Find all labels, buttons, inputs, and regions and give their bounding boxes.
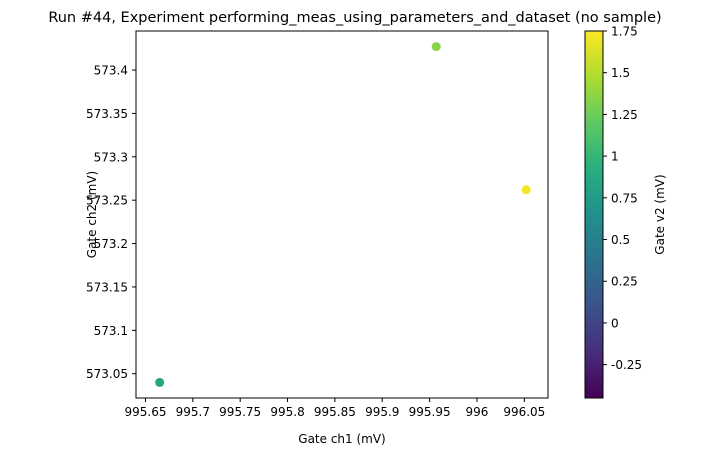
y-tick-label: 573.3 (94, 150, 128, 164)
colorbar-tick-label: 1.5 (611, 66, 630, 80)
colorbar-label: Gate v2 (mV) (653, 174, 667, 254)
colorbar-tick-label: 1.75 (611, 25, 638, 39)
x-tick-label: 995.95 (409, 405, 451, 419)
scatter-point (431, 42, 441, 52)
x-tick-label: 996 (466, 405, 489, 419)
colorbar-tick-label: 0.25 (611, 275, 638, 289)
data-points (155, 42, 531, 387)
x-tick-label: 995.75 (219, 405, 261, 419)
y-tick-label: 573.1 (94, 324, 128, 338)
y-tick-label: 573.4 (94, 64, 128, 78)
plot-area: 995.65 995.7 995.75 995.8 995.85 995.9 995.95 9… (86, 30, 549, 419)
y-tick-label: 573.05 (86, 367, 128, 381)
colorbar-tick-label: 0 (611, 316, 619, 330)
chart-title: Run #44, Experiment performing_meas_usin… (48, 10, 661, 26)
y-tick-label: 573.15 (86, 280, 128, 294)
colorbar-tick-label: 1 (611, 150, 619, 164)
colorbar-tick-label: 0.75 (611, 191, 638, 205)
x-tick-label: 996.05 (503, 405, 545, 419)
plot-frame (135, 30, 549, 399)
colorbar-tick-label: 1.25 (611, 108, 638, 122)
y-axis: 573.05 573.1 573.15 573.2 573.25 573.3 573.35 5… (86, 64, 136, 381)
x-tick-label: 995.9 (365, 405, 399, 419)
x-tick-label: 995.65 (124, 405, 166, 419)
x-axis-label: Gate ch1 (mV) (298, 432, 385, 446)
y-tick-label: 573.25 (86, 194, 128, 208)
y-tick-label: 573.2 (94, 237, 128, 251)
x-axis: 995.65 995.7 995.75 995.8 995.85 995.9 995.95 9… (124, 398, 545, 419)
y-axis-label: Gate ch2 (mV) (85, 171, 99, 258)
x-tick-label: 995.7 (176, 405, 210, 419)
colorbar-gradient (584, 30, 604, 399)
scatter-point (521, 185, 531, 195)
x-tick-label: 995.85 (314, 405, 356, 419)
y-tick-label: 573.35 (86, 107, 128, 121)
colorbar-ticks: -0.25 0 0.25 0.5 0.75 1 1.25 1.5 1.75 (603, 25, 642, 372)
colorbar-tick-label: -0.25 (611, 358, 642, 372)
colorbar: -0.25 0 0.25 0.5 0.75 1 1.25 1.5 1.75 Gate v2 (m… (584, 25, 667, 399)
x-tick-label: 995.8 (270, 405, 304, 419)
colorbar-tick-label: 0.5 (611, 233, 630, 247)
scatter-point (155, 377, 165, 387)
